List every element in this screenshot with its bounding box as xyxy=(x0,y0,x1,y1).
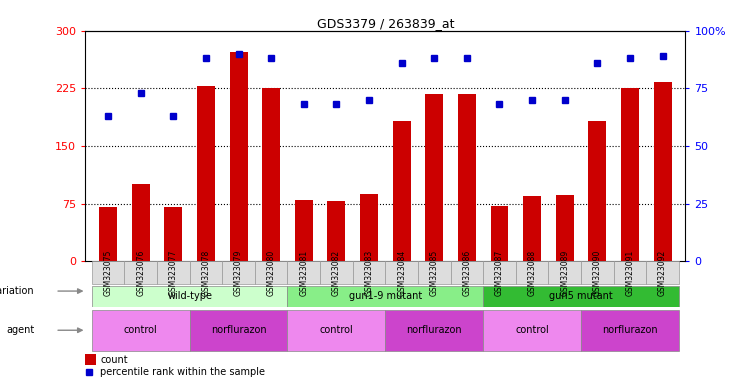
Bar xyxy=(85,354,96,365)
Bar xyxy=(190,310,288,351)
Bar xyxy=(588,121,606,261)
Text: norflurazon: norflurazon xyxy=(406,325,462,335)
Bar xyxy=(230,52,247,261)
Bar xyxy=(548,261,581,284)
Bar xyxy=(621,88,639,261)
Bar xyxy=(425,94,443,261)
Bar xyxy=(483,261,516,284)
Bar xyxy=(288,286,483,307)
Text: control: control xyxy=(124,325,158,335)
Bar xyxy=(288,310,385,351)
Title: GDS3379 / 263839_at: GDS3379 / 263839_at xyxy=(316,17,454,30)
Bar xyxy=(190,261,222,284)
Text: GSM323085: GSM323085 xyxy=(430,250,439,296)
Bar xyxy=(353,261,385,284)
Bar xyxy=(581,261,614,284)
Bar xyxy=(124,261,157,284)
Text: GSM323081: GSM323081 xyxy=(299,250,308,296)
Bar xyxy=(92,286,288,307)
Text: percentile rank within the sample: percentile rank within the sample xyxy=(100,367,265,377)
Bar xyxy=(556,195,574,261)
Text: GSM323078: GSM323078 xyxy=(202,250,210,296)
Text: GSM323089: GSM323089 xyxy=(560,250,569,296)
Bar xyxy=(523,196,541,261)
Text: norflurazon: norflurazon xyxy=(210,325,266,335)
Text: gun5 mutant: gun5 mutant xyxy=(549,291,613,301)
Text: wild-type: wild-type xyxy=(167,291,212,301)
Text: GSM323091: GSM323091 xyxy=(625,250,634,296)
Bar xyxy=(99,207,117,261)
Bar xyxy=(255,261,288,284)
Bar xyxy=(295,200,313,261)
Text: gun1-9 mutant: gun1-9 mutant xyxy=(349,291,422,301)
Text: genotype/variation: genotype/variation xyxy=(0,286,34,296)
Bar xyxy=(385,310,483,351)
Text: GSM323090: GSM323090 xyxy=(593,250,602,296)
Bar xyxy=(157,261,190,284)
Bar xyxy=(458,94,476,261)
Bar xyxy=(92,310,190,351)
Text: GSM323092: GSM323092 xyxy=(658,250,667,296)
Bar xyxy=(654,82,671,261)
Bar xyxy=(222,261,255,284)
Bar xyxy=(328,201,345,261)
Text: GSM323087: GSM323087 xyxy=(495,250,504,296)
Text: GSM323088: GSM323088 xyxy=(528,250,536,296)
Text: GSM323076: GSM323076 xyxy=(136,250,145,296)
Text: GSM323082: GSM323082 xyxy=(332,250,341,296)
Text: GSM323079: GSM323079 xyxy=(234,250,243,296)
Text: control: control xyxy=(515,325,549,335)
Text: GSM323075: GSM323075 xyxy=(104,250,113,296)
Bar xyxy=(418,261,451,284)
Bar xyxy=(393,121,411,261)
Bar xyxy=(288,261,320,284)
Bar xyxy=(646,261,679,284)
Text: GSM323086: GSM323086 xyxy=(462,250,471,296)
Text: count: count xyxy=(100,355,128,365)
Bar xyxy=(581,310,679,351)
Bar xyxy=(360,194,378,261)
Bar xyxy=(262,88,280,261)
Text: GSM323080: GSM323080 xyxy=(267,250,276,296)
Text: control: control xyxy=(319,325,353,335)
Bar xyxy=(385,261,418,284)
Bar xyxy=(197,86,215,261)
Bar xyxy=(483,310,581,351)
Text: GSM323083: GSM323083 xyxy=(365,250,373,296)
Text: GSM323077: GSM323077 xyxy=(169,250,178,296)
Bar xyxy=(320,261,353,284)
Bar xyxy=(92,261,124,284)
Text: agent: agent xyxy=(6,325,34,335)
Bar xyxy=(516,261,548,284)
Bar xyxy=(165,207,182,261)
Bar xyxy=(132,184,150,261)
Bar xyxy=(451,261,483,284)
Bar xyxy=(491,206,508,261)
Text: norflurazon: norflurazon xyxy=(602,325,658,335)
Bar xyxy=(483,286,679,307)
Text: GSM323084: GSM323084 xyxy=(397,250,406,296)
Bar xyxy=(614,261,646,284)
